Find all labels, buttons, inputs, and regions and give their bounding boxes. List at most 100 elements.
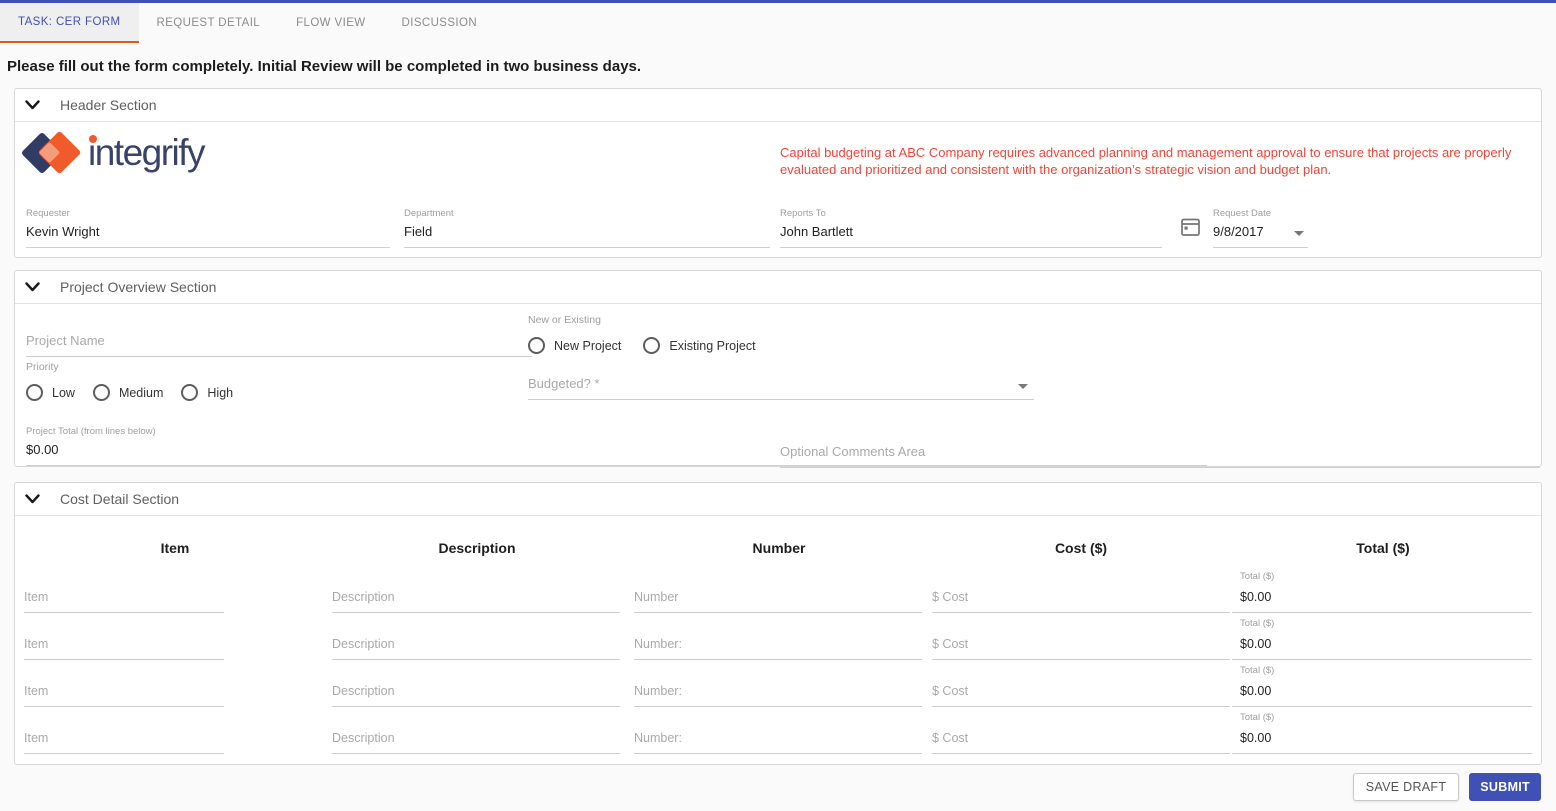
number-input-1[interactable] <box>634 587 922 613</box>
cost-input-2[interactable] <box>932 634 1230 660</box>
project-overview-toggle[interactable]: Project Overview Section <box>15 271 1541 304</box>
total-label-4: Total ($) <box>1240 712 1275 723</box>
project-total-label: Project Total (from lines below) <box>26 426 156 437</box>
number-input-3[interactable] <box>634 681 922 707</box>
cost-table-header-row: Item Description Number Cost ($) Total (… <box>24 530 1534 566</box>
item-input-2[interactable] <box>24 634 224 660</box>
col-header-item: Item <box>160 540 190 556</box>
budgeted-select[interactable] <box>528 374 1034 400</box>
col-header-number: Number <box>752 540 806 556</box>
cost-row-4: Total ($) $0.00 <box>24 707 1534 754</box>
header-section-toggle[interactable]: Header Section <box>15 89 1541 122</box>
header-section-title: Header Section <box>60 97 157 113</box>
caret-down-icon <box>1018 384 1028 389</box>
header-section-card: Header Section integrify Capital budgeti… <box>14 88 1542 258</box>
project-overview-title: Project Overview Section <box>60 279 217 295</box>
chevron-down-icon <box>25 100 40 110</box>
reports-to-input[interactable] <box>780 222 1162 248</box>
col-header-total: Total ($) <box>1356 540 1410 556</box>
item-input-3[interactable] <box>24 681 224 707</box>
budgeted-input[interactable] <box>528 374 1034 400</box>
existing-project-label: Existing Project <box>669 338 756 353</box>
input-underline <box>1232 753 1532 754</box>
comments-input[interactable] <box>780 442 1540 468</box>
instruction-text: Please fill out the form completely. Ini… <box>7 58 642 75</box>
caret-down-icon <box>1294 231 1304 236</box>
total-value-3: $0.00 <box>1240 684 1272 698</box>
input-underline <box>1232 706 1532 707</box>
department-input[interactable] <box>404 222 770 248</box>
total-label-1: Total ($) <box>1240 571 1275 582</box>
radio-high[interactable] <box>181 384 199 401</box>
total-field-4: Total ($) $0.00 <box>1232 707 1534 754</box>
priority-group: Priority Low Medium High <box>26 361 255 401</box>
cost-row-3: Total ($) $0.00 <box>24 660 1534 707</box>
project-overview-card: Project Overview Section New or Existing… <box>14 270 1542 468</box>
cost-detail-card: Cost Detail Section Item Description Num… <box>14 482 1542 765</box>
total-label-3: Total ($) <box>1240 665 1275 676</box>
description-input-4[interactable] <box>332 728 620 754</box>
description-input-1[interactable] <box>332 587 620 613</box>
priority-low-option: Low <box>26 384 75 401</box>
radio-medium[interactable] <box>92 384 110 401</box>
department-label: Department <box>404 208 454 219</box>
header-fields-row: Requester Department Reports To Request … <box>26 208 1308 248</box>
logo-orange-dot-icon <box>89 135 97 143</box>
description-input-3[interactable] <box>332 681 620 707</box>
integrify-logo-mark-icon <box>20 129 82 177</box>
input-underline <box>1232 612 1532 613</box>
input-underline <box>1232 659 1532 660</box>
reports-to-field: Reports To <box>780 208 1162 248</box>
save-draft-button[interactable]: SAVE DRAFT <box>1352 773 1460 801</box>
total-field-1: Total ($) $0.00 <box>1232 566 1534 613</box>
total-field-2: Total ($) $0.00 <box>1232 613 1534 660</box>
priority-medium-label: Medium <box>118 385 164 400</box>
item-input-4[interactable] <box>24 728 224 754</box>
cost-row-2: Total ($) $0.00 <box>24 613 1534 660</box>
requester-label: Requester <box>26 208 70 219</box>
request-date-group: Request Date <box>1180 208 1308 248</box>
total-value-1: $0.00 <box>1240 590 1272 604</box>
request-date-field[interactable]: Request Date <box>1213 208 1308 248</box>
request-date-input[interactable] <box>1213 222 1308 248</box>
priority-medium-option: Medium <box>92 384 164 401</box>
requester-input[interactable] <box>26 222 390 248</box>
project-name-input[interactable] <box>26 331 532 357</box>
form-actions: SAVE DRAFT SUBMIT <box>0 773 1541 801</box>
reports-to-label: Reports To <box>780 208 826 219</box>
total-value-2: $0.00 <box>1240 637 1272 651</box>
cost-input-1[interactable] <box>932 587 1230 613</box>
chevron-down-icon <box>25 282 40 292</box>
tab-flow-view[interactable]: FLOW VIEW <box>296 17 366 29</box>
cost-row-1: Total ($) $0.00 <box>24 566 1534 613</box>
new-project-option: New Project <box>528 337 621 354</box>
priority-label: Priority <box>26 361 59 373</box>
radio-low[interactable] <box>26 384 43 401</box>
number-input-4[interactable] <box>634 728 922 754</box>
description-input-2[interactable] <box>332 634 620 660</box>
new-project-label: New Project <box>554 338 622 353</box>
total-label-2: Total ($) <box>1240 618 1275 629</box>
budgeting-notice-text: Capital budgeting at ABC Company require… <box>780 145 1512 177</box>
calendar-icon[interactable] <box>1180 216 1201 242</box>
tab-task-cer-form[interactable]: TASK: CER FORM <box>0 3 139 43</box>
cost-input-3[interactable] <box>932 681 1230 707</box>
tab-discussion[interactable]: DISCUSSION <box>401 17 478 29</box>
number-input-2[interactable] <box>634 634 922 660</box>
total-value-4: $0.00 <box>1240 731 1272 745</box>
total-field-3: Total ($) $0.00 <box>1232 660 1534 707</box>
col-header-cost: Cost ($) <box>1054 540 1108 556</box>
submit-button[interactable]: SUBMIT <box>1469 773 1541 801</box>
cost-detail-toggle[interactable]: Cost Detail Section <box>15 483 1541 516</box>
request-date-label: Request Date <box>1213 208 1272 219</box>
item-input-1[interactable] <box>24 587 224 613</box>
chevron-down-icon <box>25 494 40 504</box>
department-field: Department <box>404 208 770 248</box>
new-or-existing-group: New or Existing New Project Existing Pro… <box>528 314 778 354</box>
radio-existing-project[interactable] <box>643 337 661 354</box>
requester-field: Requester <box>26 208 390 248</box>
tab-request-detail[interactable]: REQUEST DETAIL <box>156 17 261 29</box>
radio-new-project[interactable] <box>528 337 545 354</box>
cost-input-4[interactable] <box>932 728 1230 754</box>
integrify-logo-text: integrify <box>88 132 206 173</box>
